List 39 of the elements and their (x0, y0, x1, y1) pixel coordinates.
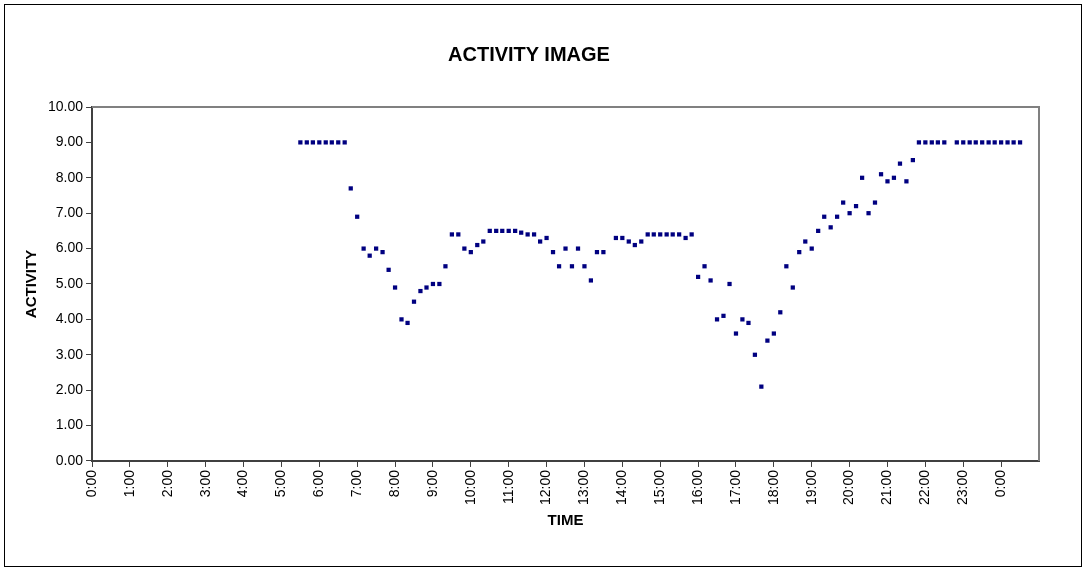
y-tick-label: 6.00 (55, 239, 84, 256)
x-tick-label: 18:00 (764, 469, 781, 506)
x-tick-label: 8:00 (385, 469, 402, 498)
y-tick-label: 10.00 (47, 97, 84, 114)
x-tick-label: 19:00 (802, 469, 819, 506)
x-tick-label: 14:00 (613, 469, 630, 506)
x-tick-label: 6:00 (310, 469, 327, 498)
x-tick-label: 10:00 (461, 469, 478, 506)
y-tick-label: 4.00 (55, 310, 84, 327)
y-tick-label: 5.00 (55, 274, 84, 291)
x-tick-label: 5:00 (272, 469, 289, 498)
x-tick-label: 21:00 (878, 469, 895, 506)
y-tick-label: 7.00 (55, 204, 84, 221)
x-tick-label: 22:00 (916, 469, 933, 506)
x-tick-label: 13:00 (575, 469, 592, 506)
y-tick-label: 2.00 (55, 381, 84, 398)
x-axis-title: TIME (547, 511, 584, 529)
x-tick-label: 3:00 (196, 469, 213, 498)
y-tick-label: 9.00 (55, 133, 84, 150)
x-tick-label: 0:00 (991, 469, 1008, 498)
chart-title: ACTIVITY IMAGE (448, 42, 610, 65)
x-tick-label: 15:00 (651, 469, 668, 506)
x-tick-label: 2:00 (158, 469, 175, 498)
y-tick-label: 1.00 (55, 416, 84, 433)
x-tick-label: 12:00 (537, 469, 554, 506)
x-tick-label: 16:00 (688, 469, 705, 506)
x-tick-label: 7:00 (348, 469, 365, 498)
x-tick-label: 11:00 (499, 469, 516, 504)
y-tick-label: 3.00 (55, 345, 84, 362)
x-tick-label: 17:00 (726, 469, 743, 506)
x-tick-label: 23:00 (954, 469, 971, 506)
x-tick-label: 9:00 (423, 469, 440, 498)
y-tick-label: 8.00 (55, 168, 84, 185)
y-tick-label: 0.00 (55, 451, 84, 468)
x-tick-label: 0:00 (82, 469, 99, 498)
y-axis-title: ACTIVITY (22, 249, 40, 319)
x-tick-label: 1:00 (120, 469, 137, 498)
x-tick-label: 4:00 (234, 469, 251, 498)
x-tick-label: 20:00 (840, 469, 857, 506)
